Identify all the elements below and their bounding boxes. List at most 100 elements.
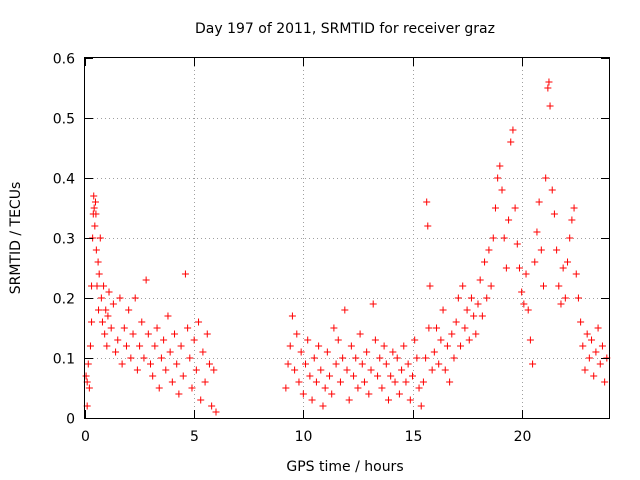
data-point (461, 324, 469, 332)
data-point (483, 294, 491, 302)
data-point (319, 402, 327, 410)
data-point (507, 138, 515, 146)
data-point (384, 396, 392, 404)
data-point (302, 360, 310, 368)
data-point (95, 270, 103, 278)
data-point (203, 330, 211, 338)
data-point (352, 354, 360, 362)
data-point (166, 348, 174, 356)
data-point (433, 324, 441, 332)
x-axis-label: GPS time / hours (286, 459, 403, 475)
data-point (164, 312, 172, 320)
data-point (428, 366, 436, 374)
chart-title: Day 197 of 2011, SRMTID for receiver gra… (195, 21, 495, 37)
data-point (413, 354, 421, 362)
data-point (104, 312, 112, 320)
plot-frame (84, 57, 610, 419)
data-point (500, 234, 508, 242)
data-point (136, 342, 144, 350)
data-point (95, 306, 103, 314)
data-points (82, 78, 611, 416)
data-point (564, 258, 572, 266)
data-point (537, 246, 545, 254)
data-point (513, 240, 521, 248)
data-point (181, 270, 189, 278)
data-point (542, 174, 550, 182)
data-point (422, 354, 430, 362)
data-point (411, 336, 419, 344)
data-point (101, 330, 109, 338)
y-tick-label: 0.3 (53, 232, 75, 248)
data-point (208, 402, 216, 410)
data-point (544, 84, 552, 92)
data-point (529, 360, 537, 368)
data-point (358, 360, 366, 368)
data-point (588, 336, 596, 344)
data-point (93, 282, 101, 290)
data-point (323, 348, 331, 356)
data-point (389, 348, 397, 356)
data-point (192, 366, 200, 374)
data-point (282, 384, 290, 392)
data-point (360, 378, 368, 386)
data-point (452, 318, 460, 326)
data-point (288, 312, 296, 320)
x-tick-label: 10 (295, 429, 313, 445)
data-point (315, 342, 323, 350)
data-point (363, 348, 371, 356)
data-point (467, 294, 475, 302)
data-point (100, 282, 108, 290)
data-point (304, 336, 312, 344)
data-point (561, 294, 569, 302)
data-point (395, 390, 403, 398)
data-point (297, 348, 305, 356)
data-point (439, 306, 447, 314)
x-tick-label: 15 (405, 429, 423, 445)
data-point (572, 270, 580, 278)
data-point (417, 402, 425, 410)
data-point (494, 174, 502, 182)
data-point (526, 336, 534, 344)
axis-ticks: 0 0.1 0.2 0.3 0.4 0.5 0.6 0 5 10 15 20 (53, 52, 609, 445)
data-point (566, 234, 574, 242)
data-point (437, 336, 445, 344)
data-point (522, 270, 530, 278)
data-point (481, 258, 489, 266)
data-point (129, 330, 137, 338)
data-point (592, 348, 600, 356)
data-point (114, 336, 122, 344)
data-point (173, 360, 181, 368)
data-point (293, 330, 301, 338)
data-point (317, 366, 325, 374)
data-point (102, 306, 110, 314)
data-point (374, 372, 382, 380)
data-point (92, 246, 100, 254)
data-point (343, 366, 351, 374)
data-point (356, 330, 364, 338)
data-point (545, 78, 553, 86)
data-point (188, 384, 196, 392)
data-point (120, 324, 128, 332)
data-point (350, 372, 358, 380)
data-point (585, 354, 593, 362)
data-point (423, 198, 431, 206)
data-point (465, 336, 473, 344)
data-point (201, 378, 209, 386)
y-tick-label: 0.5 (53, 112, 75, 128)
data-point (489, 234, 497, 242)
data-point (550, 210, 558, 218)
data-point (553, 246, 561, 254)
data-point (474, 300, 482, 308)
data-point (518, 288, 526, 296)
y-tick-label: 0 (66, 412, 75, 428)
data-point (94, 258, 102, 266)
data-point (376, 354, 384, 362)
data-point (155, 384, 163, 392)
data-point (91, 198, 99, 206)
data-point (90, 192, 98, 200)
data-point (509, 126, 517, 134)
data-point (96, 234, 104, 242)
data-point (596, 360, 604, 368)
data-point (103, 342, 111, 350)
